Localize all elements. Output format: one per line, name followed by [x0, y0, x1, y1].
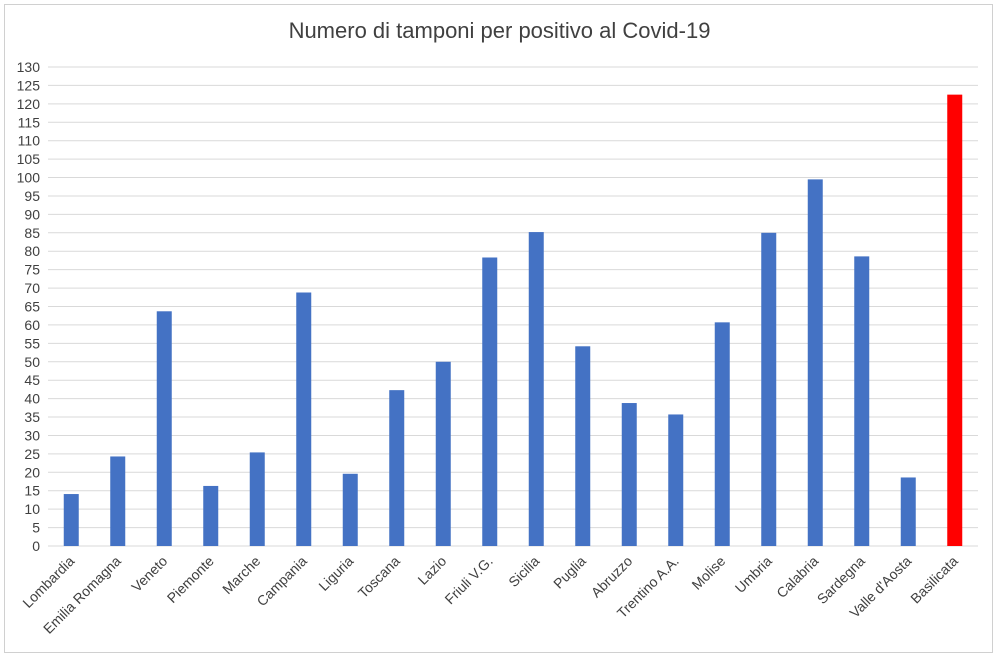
- bar-lombardia: [63, 494, 79, 546]
- bar-abruzzo: [621, 403, 637, 546]
- bar-piemonte: [203, 485, 219, 546]
- x-tick-label: Sicilia: [505, 553, 542, 590]
- x-tick-label: Liguria: [315, 553, 356, 594]
- chart-title: Numero di tamponi per positivo al Covid-…: [288, 18, 711, 43]
- y-tick-label: 65: [24, 299, 40, 315]
- y-tick-label: 85: [24, 225, 40, 241]
- x-tick-label: Marche: [219, 553, 263, 597]
- x-tick-label: Lazio: [414, 553, 449, 588]
- y-tick-label: 15: [24, 483, 40, 499]
- x-tick-label: Friuli V.G.: [441, 553, 495, 607]
- y-tick-label: 0: [32, 538, 40, 554]
- y-tick-label: 25: [24, 446, 40, 462]
- y-tick-label: 60: [24, 317, 40, 333]
- y-tick-label: 30: [24, 427, 40, 443]
- grid-lines: [48, 66, 978, 547]
- x-tick-label: Abruzzo: [588, 553, 636, 601]
- y-tick-label: 55: [24, 335, 40, 351]
- chart-frame: [4, 4, 993, 653]
- y-tick-label: 120: [17, 96, 41, 112]
- y-tick-label: 95: [24, 188, 40, 204]
- bar-friuli-v-g-: [482, 257, 498, 546]
- y-tick-label: 35: [24, 409, 40, 425]
- bar-marche: [249, 452, 265, 546]
- bar-calabria: [807, 179, 823, 546]
- y-tick-label: 70: [24, 280, 40, 296]
- bar-trentino-a-a-: [668, 414, 684, 546]
- y-tick-label: 130: [17, 59, 41, 75]
- x-tick-label: Basilicata: [907, 553, 961, 607]
- y-axis-ticks: 0 5 10 15 20 25 30 35 40 45 50 55 60 65 70 75 80 85 90 95 10…: [17, 59, 41, 554]
- bar-molise: [714, 322, 730, 546]
- x-tick-label: Toscana: [355, 553, 403, 601]
- bar-sicilia: [528, 232, 544, 546]
- bar-campania: [296, 292, 312, 546]
- y-tick-label: 90: [24, 206, 40, 222]
- bar-lazio: [435, 361, 451, 546]
- y-tick-label: 115: [18, 114, 41, 130]
- x-tick-label: Puglia: [550, 553, 589, 592]
- bar-umbria: [761, 232, 777, 547]
- y-tick-label: 20: [24, 464, 40, 480]
- bar-sardegna: [854, 256, 870, 546]
- y-tick-label: 100: [17, 170, 41, 186]
- bar-emilia-romagna: [110, 456, 126, 546]
- bar-toscana: [389, 390, 405, 546]
- bar-veneto: [156, 311, 172, 546]
- y-tick-label: 5: [32, 520, 40, 536]
- y-tick-label: 10: [24, 501, 40, 517]
- x-tick-label: Veneto: [128, 553, 170, 595]
- y-tick-label: 110: [18, 133, 41, 149]
- y-tick-label: 80: [24, 243, 40, 259]
- bar-valle-d-aosta: [900, 477, 916, 546]
- bars: [63, 94, 963, 547]
- y-tick-label: 50: [24, 354, 40, 370]
- x-tick-label: Piemonte: [164, 553, 217, 606]
- y-tick-label: 105: [17, 151, 41, 167]
- x-tick-label: Molise: [688, 553, 728, 593]
- x-tick-label: Umbria: [732, 553, 775, 596]
- bar-puglia: [575, 346, 591, 546]
- x-tick-label: Campania: [253, 553, 310, 610]
- y-tick-label: 75: [24, 262, 40, 278]
- y-tick-label: 125: [17, 77, 41, 93]
- bar-liguria: [342, 473, 358, 546]
- y-tick-label: 45: [24, 372, 40, 388]
- y-tick-label: 40: [24, 391, 40, 407]
- bar-basilicata: [947, 94, 963, 546]
